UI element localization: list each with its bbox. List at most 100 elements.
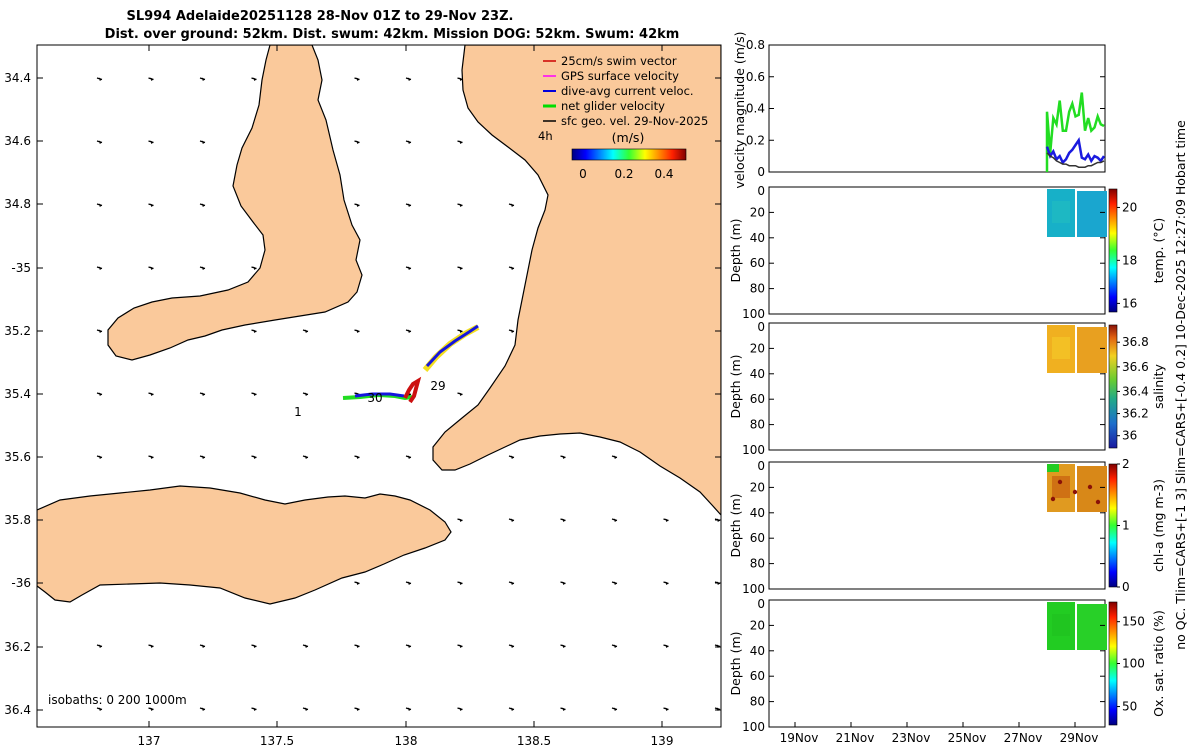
velocity-y-axis: 0 0.2 0.4 0.6 0.8 (746, 38, 1105, 179)
depth-tick: 0 (757, 459, 765, 473)
velocity-ylabel: velocity magnitude (m/s) (732, 31, 747, 188)
depth-tick: 20 (750, 205, 765, 219)
sfc-velocity-arrow (148, 455, 154, 459)
sfc-velocity-arrow (405, 581, 412, 585)
title-line1: SL994 Adelaide20251128 28-Nov 01Z to 29-… (127, 9, 514, 24)
colorbar-tick: 36.2 (1122, 407, 1149, 421)
sfc-velocity-arrow (405, 455, 412, 459)
sfc-velocity-arrow (148, 644, 154, 648)
sfc-velocity-arrow (251, 392, 257, 396)
depth-tick: 0 (757, 184, 765, 198)
sfc-velocity-arrow (457, 77, 463, 81)
lat-tick-label: 34.8 (4, 197, 31, 211)
profile-colorbar (1108, 463, 1118, 588)
depth-tick: 20 (750, 341, 765, 355)
sfc-velocity-arrow (251, 644, 257, 648)
sfc-velocity-arrow (199, 77, 206, 81)
speed-colorbar (571, 148, 687, 161)
sfc-velocity-arrow (199, 644, 206, 648)
svg-text:sfc geo. vel. 29-Nov-2025: sfc geo. vel. 29-Nov-2025 (561, 114, 708, 128)
sfc-velocity-arrow (96, 77, 103, 81)
sfc-velocity-arrow (457, 707, 463, 711)
date-tick: 29Nov (1060, 731, 1099, 745)
depth-tick: 40 (750, 231, 765, 245)
colorbar-label: chl-a (mg m-3) (1151, 479, 1166, 572)
sfc-velocity-arrow (457, 140, 463, 144)
interval-label: 4h (538, 129, 553, 143)
title-line2: Dist. over ground: 52km. Dist. swum: 42k… (105, 27, 680, 42)
sfc-velocity-arrow (457, 203, 463, 207)
sfc-velocity-arrow (148, 140, 154, 144)
sfc-velocity-arrow (457, 581, 463, 585)
depth-tick: 60 (750, 669, 765, 683)
profile-colorbar (1108, 188, 1118, 313)
colorbar-tick-04: 0.4 (654, 167, 673, 181)
depth-tick: 60 (750, 256, 765, 270)
side-note: no QC. Tlim=CARS+[-1 3] Slim=CARS+[-0.4 … (1173, 120, 1188, 650)
colorbar-tick: 20 (1122, 200, 1137, 214)
colorbar-tick: 36.4 (1122, 384, 1149, 398)
profile-data-patch (1077, 466, 1107, 512)
sfc-velocity-arrow (508, 518, 515, 522)
velocity-ytick: 0.8 (746, 38, 765, 52)
colorbar-label: temp. (°C) (1151, 218, 1166, 283)
profile-data-patch (1077, 191, 1107, 237)
sfc-velocity-arrow (405, 266, 412, 270)
sfc-velocity-arrow (199, 203, 206, 207)
depth-tick: 100 (742, 582, 765, 596)
colorbar-tick: 2 (1122, 457, 1130, 471)
profile-data-patch (1077, 327, 1107, 373)
lat-tick-label: 35.6 (4, 450, 31, 464)
profile-colorbar (1108, 324, 1118, 449)
sfc-velocity-arrow (611, 581, 618, 585)
depth-tick: 20 (750, 618, 765, 632)
map-frame (36, 44, 722, 728)
sfc-velocity-arrow (251, 77, 257, 81)
legend-swim-vector: 25cm/s swim vector (543, 54, 677, 68)
depth-ylabel: Depth (m) (728, 494, 743, 558)
sfc-velocity-arrow (405, 329, 412, 333)
glider-track (342, 324, 480, 404)
depth-tick: 100 (742, 720, 765, 734)
lat-tick-label: -35 (11, 261, 31, 275)
profile-panel-2: 0 20 40 60 80 100 Depth (m) 0 1 2 chl-a (mg m-3) (728, 457, 1166, 596)
lon-tick-label: 137.5 (260, 734, 294, 748)
sfc-velocity-arrow (611, 518, 618, 522)
latitude-axis: 34.4 34.6 34.8 -35 35.2 35.4 35.6 35.8 -36 36.2 36… (4, 71, 721, 717)
legend-dive-avg: dive-avg current veloc. (543, 84, 694, 98)
map-legend: 25cm/s swim vector GPS surface velocity … (538, 54, 708, 181)
sfc-velocity-arrow (251, 329, 257, 333)
sfc-velocity-arrow (354, 581, 360, 585)
sfc-velocity-arrow (251, 707, 257, 711)
sfc-velocity-arrow (148, 203, 154, 207)
profile-data-patch (1052, 476, 1070, 498)
sfc-velocity-arrow (199, 140, 206, 144)
chl-dot (1057, 479, 1063, 485)
colorbar-tick: 36 (1122, 429, 1137, 443)
sfc-velocity-arrow (96, 707, 103, 711)
velocity-ytick: 0.6 (746, 70, 765, 84)
velocity-panel: 0 0.2 0.4 0.6 0.8 velocity magnitude (m/s) (732, 31, 1106, 189)
sfc-velocity-arrows (96, 77, 721, 711)
depth-tick: 0 (757, 597, 765, 611)
depth-ylabel: Depth (m) (728, 632, 743, 696)
profile-panel-0: 0 20 40 60 80 100 Depth (m) 16 18 20 temp. (°C) (728, 184, 1166, 321)
legend-sfc-geo: sfc geo. vel. 29-Nov-2025 (543, 114, 708, 128)
colorbar-tick-02: 0.2 (614, 167, 633, 181)
lon-tick-label: 139 (651, 734, 674, 748)
profile-data-patch (1077, 604, 1107, 650)
profile-data-patch (1052, 337, 1070, 359)
lat-tick-label: -36 (11, 576, 31, 590)
colorbar-tick: 150 (1122, 615, 1145, 629)
sfc-velocity-arrow (663, 707, 669, 711)
sfc-velocity-arrow (199, 392, 206, 396)
sfc-velocity-arrow (96, 266, 103, 270)
sfc-velocity-arrow (96, 392, 103, 396)
lat-tick-label: 35.2 (4, 324, 31, 338)
sfc-velocity-arrow (457, 266, 463, 270)
land-kangaroo-island (37, 485, 452, 605)
lat-tick-label: 35.4 (4, 387, 31, 401)
legend-net-glider: net glider velocity (543, 99, 665, 113)
sfc-velocity-arrow (199, 455, 206, 459)
